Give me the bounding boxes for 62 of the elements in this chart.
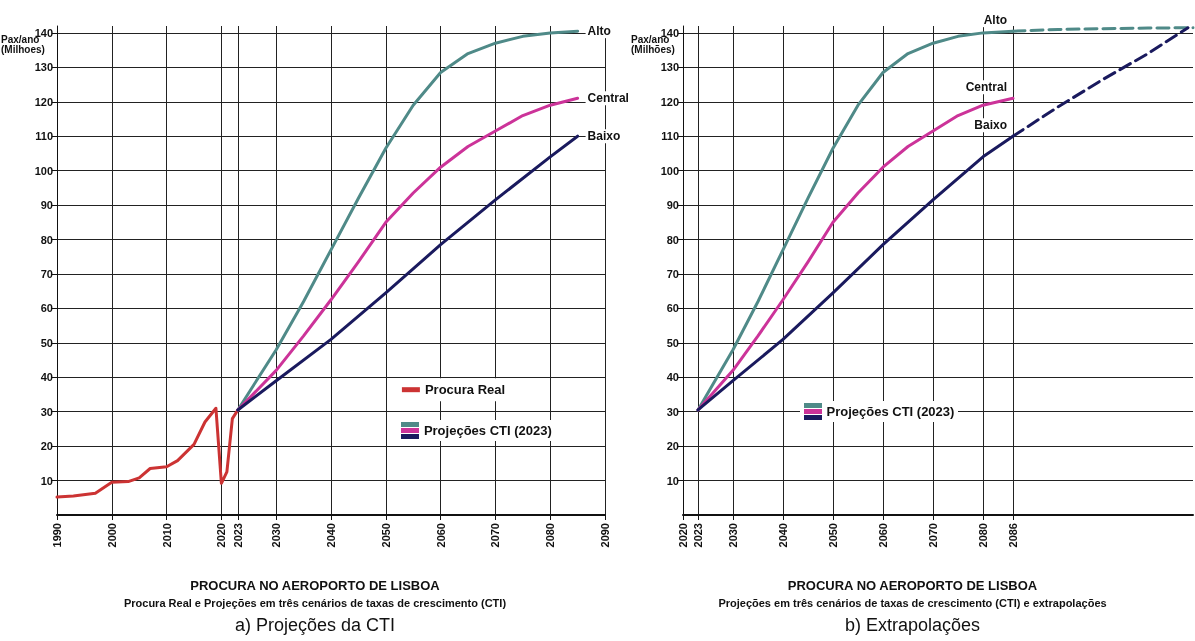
x-tick-label: 2040: [325, 523, 337, 548]
text: Procura Real e Projeções em três cenários de taxas de crescimento (CTI): [123, 596, 507, 609]
y-tick-label: 70: [40, 267, 53, 280]
y-tick-label: 40: [666, 371, 679, 384]
x-tick-label: 2050: [379, 523, 392, 548]
series-label: Baixo: [974, 118, 1007, 133]
legend-title: Projeções CTI (2023): [826, 403, 955, 419]
text: b) Extrapolações: [844, 615, 981, 635]
y-tick-label: 100: [34, 164, 53, 177]
y-tick-label: 60: [40, 302, 53, 315]
x-tick-label: 2050: [827, 523, 839, 548]
y-tick-label: 10: [40, 474, 53, 487]
x-axis-title: PROCURA NO AEROPORTO DE LISBOA: [787, 578, 1038, 593]
x-tick-label: 2086: [1007, 523, 1019, 548]
series-label: Alto: [587, 24, 611, 39]
y-tick-label: 120: [34, 95, 53, 108]
x-tick-label: 2000: [105, 523, 118, 548]
series-label: Alto: [983, 13, 1007, 28]
x-tick-label: 2090: [599, 523, 611, 548]
x-tick-label: 2020: [215, 523, 228, 548]
y-tick-label: 80: [40, 233, 53, 246]
series-label: Baixo: [587, 129, 621, 144]
x-tick-label: 2080: [977, 523, 989, 548]
x-tick-label: 2070: [489, 523, 502, 548]
y-tick-label: 60: [666, 302, 679, 315]
y-tick-label: 40: [40, 371, 53, 384]
x-tick-label: 2060: [434, 523, 447, 548]
x-tick-label: 2060: [877, 523, 889, 548]
x-axis-title: PROCURA NO AEROPORTO DE LISBOA: [190, 578, 441, 593]
x-tick-label: 1990: [51, 523, 63, 548]
series-label: Central: [587, 91, 629, 106]
y-tick-label: 50: [40, 336, 53, 349]
y-tick-label: 100: [660, 164, 679, 177]
x-tick-label: 2070: [927, 523, 939, 548]
y-tick-label: 20: [666, 440, 679, 453]
x-tick-label: 2080: [544, 523, 557, 548]
x-tick-label: 2030: [270, 523, 283, 548]
y-tick-label: 90: [40, 199, 53, 212]
y-tick-label: 10: [666, 474, 679, 487]
y-tick-label: 30: [666, 405, 679, 418]
y-tick-label: 50: [666, 336, 679, 349]
y-tick-label: 20: [40, 440, 53, 453]
y-tick-label: 110: [661, 130, 679, 143]
text: a) Projeções da CTI: [234, 615, 396, 635]
legend-label: Procura Real: [424, 382, 506, 398]
x-tick-label: 2030: [727, 523, 739, 548]
y-tick-label: 130: [660, 61, 679, 74]
x-tick-label: 2023: [692, 523, 704, 548]
x-tick-label: 2040: [777, 523, 789, 548]
y-tick-label: 130: [34, 61, 53, 74]
x-tick-label: 2023: [231, 523, 244, 548]
x-tick-label: 2020: [677, 523, 689, 548]
y-tick-label: 120: [660, 95, 679, 108]
y-tick-label: 110: [35, 130, 53, 143]
x-tick-label: 2010: [160, 523, 173, 548]
series-label: Central: [965, 80, 1007, 95]
text: Projeções em três cenários de taxas de crescimento (CTI) e extrapolações: [718, 596, 1107, 609]
y-tick-label: 80: [666, 233, 679, 246]
y-tick-label: 70: [666, 267, 679, 280]
y-tick-label: 90: [666, 199, 679, 212]
legend-title: Projeções CTI (2023): [423, 422, 552, 438]
y-tick-label: 30: [40, 405, 53, 418]
